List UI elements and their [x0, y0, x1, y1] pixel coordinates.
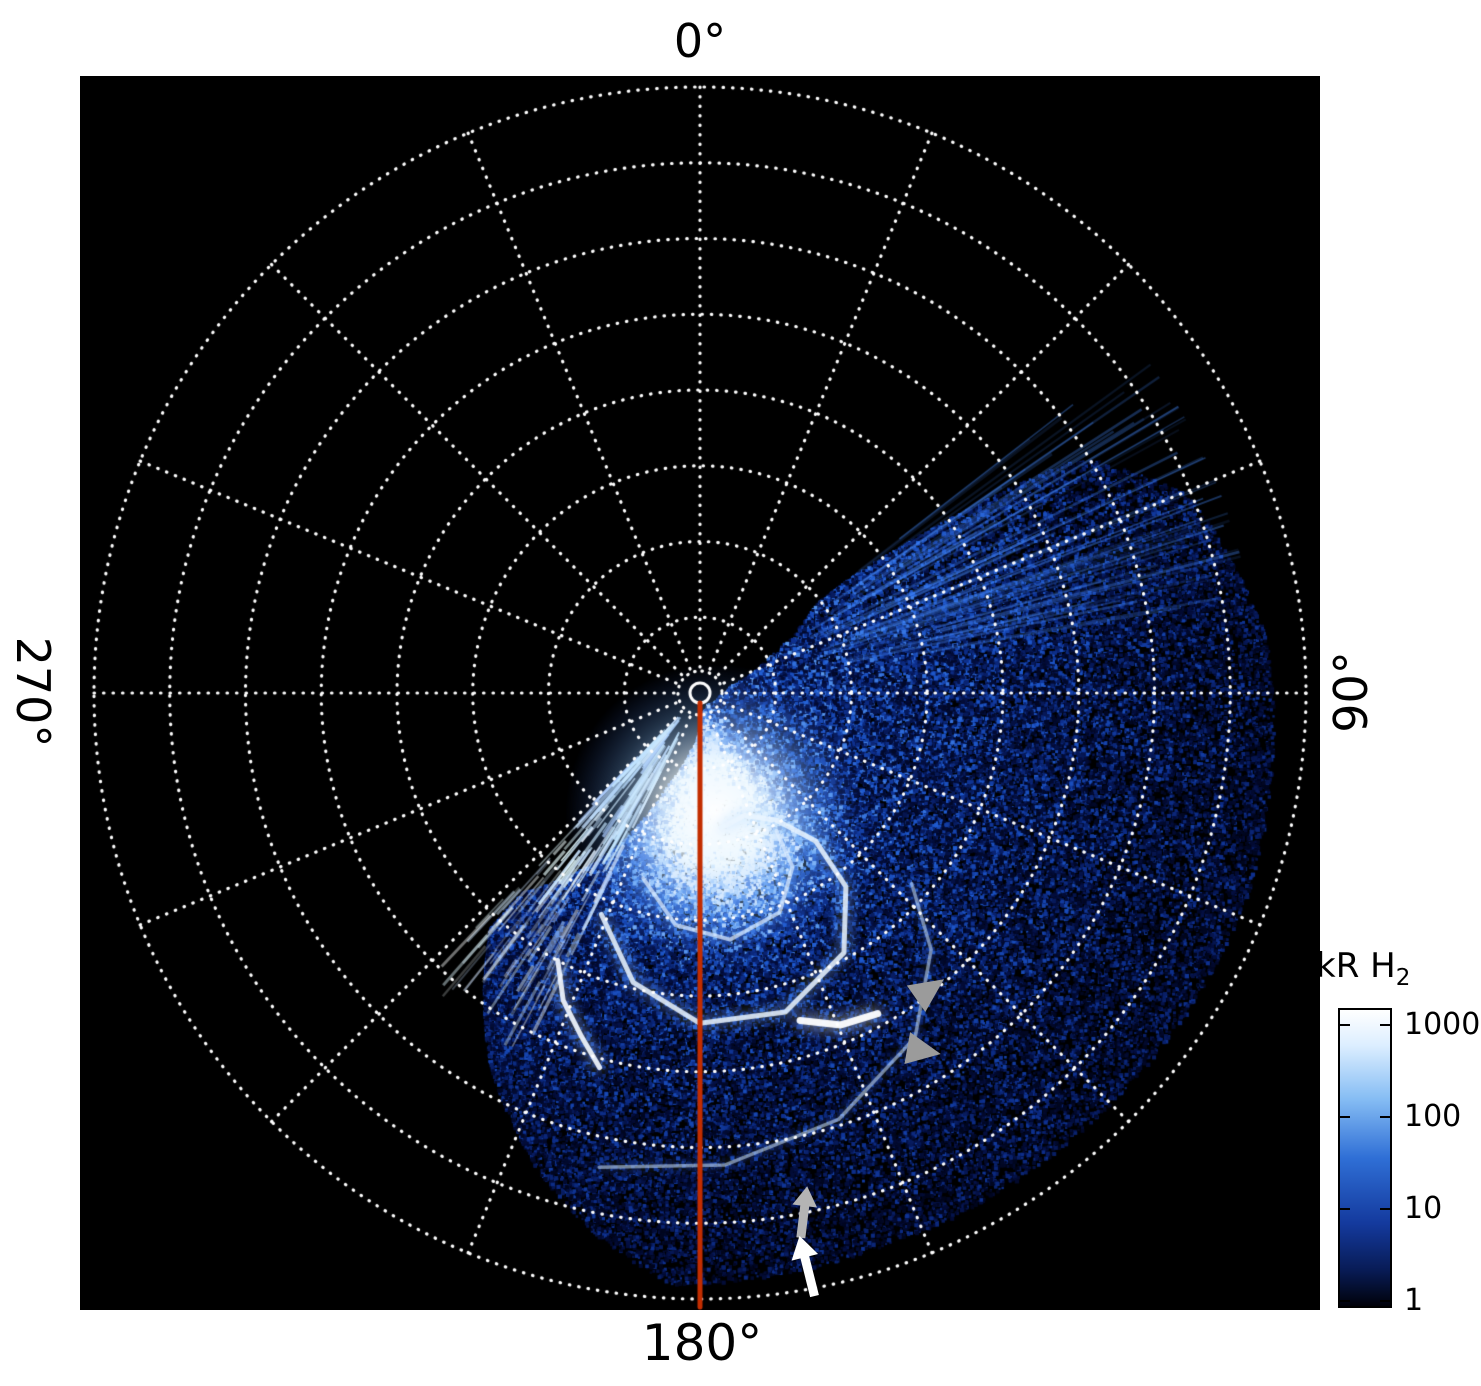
polar-plot-area: [80, 76, 1320, 1310]
colorbar-tick-mark: [1340, 1207, 1350, 1210]
colorbar-title-sub: 2: [1395, 964, 1411, 991]
colorbar-tick-label: 1: [1404, 1282, 1424, 1318]
colorbar-title: kR H2: [1316, 946, 1410, 991]
colorbar-tick-label: 10: [1404, 1190, 1443, 1226]
colorbar-tick-mark: [1340, 1299, 1350, 1302]
colorbar-tick-label: 1000: [1404, 1006, 1481, 1042]
colorbar-tick-label: 100: [1404, 1098, 1462, 1134]
colorbar-tick-mark: [1340, 1023, 1350, 1026]
colorbar-tick-mark: [1380, 1299, 1390, 1302]
angle-label-90: 90°: [1324, 651, 1378, 733]
colorbar-tick-mark: [1380, 1023, 1390, 1026]
colorbar-tick-mark: [1380, 1115, 1390, 1118]
colorbar-tick-mark: [1340, 1115, 1350, 1118]
angle-label-180: 180°: [641, 1314, 763, 1372]
colorbar-tick-mark: [1380, 1207, 1390, 1210]
angle-label-0: 0°: [673, 14, 727, 68]
aurora-polar-plot-canvas: [80, 76, 1320, 1310]
angle-label-270: 270°: [6, 636, 60, 748]
colorbar-title-main: kR H: [1316, 946, 1396, 986]
colorbar: [1338, 1008, 1392, 1308]
